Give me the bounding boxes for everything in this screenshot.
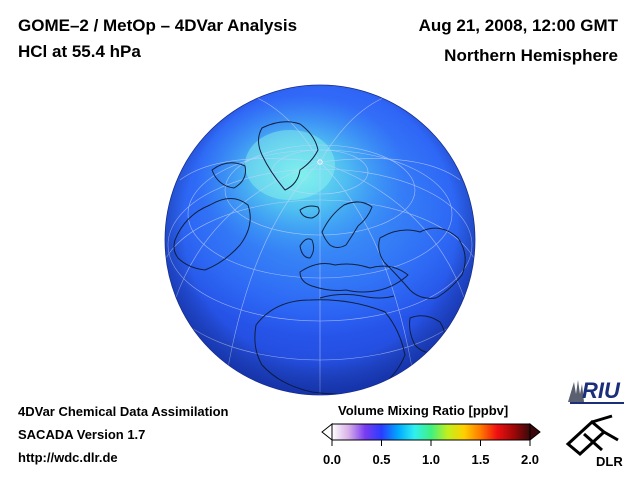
footer-line-2: SACADA Version 1.7: [18, 427, 146, 442]
colorbar-low-arrow: [321, 422, 333, 442]
map-subtitle: HCl at 55.4 hPa: [18, 42, 141, 61]
colorbar-tick-label: 1.5: [471, 452, 490, 467]
dlr-logo: DLR: [565, 414, 623, 469]
colorbar-tick-label: 2.0: [520, 452, 540, 467]
colorbar-tick-label: 0.0: [322, 452, 342, 467]
riu-logo-text: RIU: [582, 378, 621, 403]
map-region: Northern Hemisphere: [444, 46, 618, 65]
globe-outline: [164, 84, 476, 396]
colorbar-ticks: [331, 440, 531, 446]
colorbar-scale: [331, 423, 531, 441]
colorbar-title: Volume Mixing Ratio [ppbv]: [338, 403, 509, 418]
colorbar-tick-label: 0.5: [372, 452, 391, 467]
colorbar-tick-label: 1.0: [421, 452, 441, 467]
footer-line-1: 4DVar Chemical Data Assimilation: [18, 404, 229, 419]
colorbar-high-arrow: [529, 422, 541, 442]
map-date: Aug 21, 2008, 12:00 GMT: [418, 16, 618, 35]
globe-limb-shade: [165, 85, 475, 395]
riu-logo: RIU: [568, 378, 624, 404]
dlr-logo-text: DLR: [596, 454, 623, 469]
footer-url: http://wdc.dlr.de: [18, 450, 118, 465]
map-title: GOME–2 / MetOp – 4DVar Analysis: [18, 16, 298, 35]
